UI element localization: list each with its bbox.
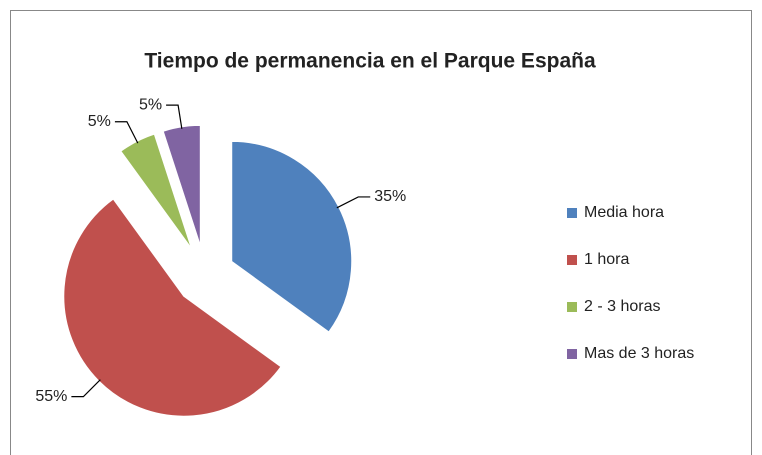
legend-swatch	[567, 255, 577, 265]
legend-label: 1 hora	[584, 251, 629, 268]
data-label: 35%	[374, 188, 406, 205]
legend-swatch	[567, 349, 577, 359]
data-label: 5%	[139, 96, 162, 113]
legend-swatch	[567, 302, 577, 312]
chart-title: Tiempo de permanencia en el Parque Españ…	[144, 50, 596, 73]
legend-label: Media hora	[584, 204, 664, 221]
data-label: 5%	[88, 113, 111, 130]
leader-line	[114, 121, 139, 144]
leader-line	[166, 104, 183, 129]
data-label: 55%	[35, 388, 67, 405]
legend-label: Mas de 3 horas	[584, 345, 694, 362]
leader-line	[336, 196, 371, 209]
leader-line	[71, 379, 101, 398]
legend-swatch	[567, 208, 577, 218]
legend-label: 2 - 3 horas	[584, 298, 660, 315]
